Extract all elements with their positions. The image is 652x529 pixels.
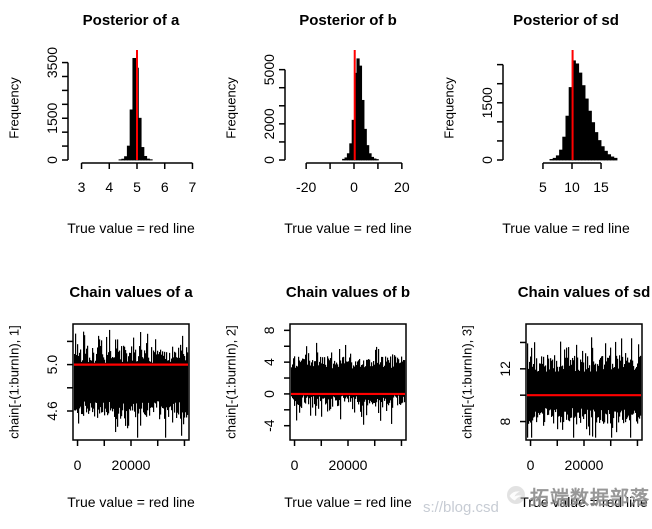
true-value-caption: True value = red line (284, 494, 412, 510)
svg-text:5000: 5000 (261, 54, 277, 85)
panel-title: Chain values of a (69, 284, 193, 301)
true-value-caption: True value = red line (502, 220, 630, 236)
svg-text:4: 4 (105, 179, 113, 195)
svg-text:-4: -4 (261, 419, 277, 432)
svg-text:4: 4 (261, 358, 277, 366)
svg-text:0: 0 (261, 156, 277, 164)
svg-text:-20: -20 (296, 179, 316, 195)
panel-chain-b: Chain values of b chain[-(1:burnIn), 2] … (217, 264, 435, 529)
svg-text:0: 0 (44, 156, 60, 164)
true-value-caption: True value = red line (520, 494, 648, 510)
svg-text:5: 5 (539, 179, 547, 195)
panel-title: Posterior of a (82, 12, 180, 29)
watermark-url-text: s://blog.csd (423, 499, 499, 516)
trace-plot-chain-b: -4 0 4 8 0 20000 (261, 323, 407, 473)
svg-text:1500: 1500 (479, 87, 495, 118)
svg-text:20000: 20000 (565, 457, 604, 473)
svg-text:15: 15 (593, 179, 609, 195)
svg-text:0: 0 (74, 457, 82, 473)
true-value-caption: True value = red line (67, 494, 195, 510)
svg-text:3: 3 (78, 179, 86, 195)
histogram-posterior-sd: 0 1500 5 10 15 (479, 50, 618, 195)
panel-chain-a: Chain values of a chain[-(1:burnIn), 1] … (0, 264, 217, 529)
panel-chain-sd: Chain values of sd chain[-(1:burnIn), 3]… (435, 264, 652, 529)
svg-text:3500: 3500 (44, 47, 60, 78)
svg-text:0: 0 (291, 457, 299, 473)
watermark-logo-icon (505, 484, 527, 511)
watermark-brand-text: 拓端数据部落 (530, 488, 651, 509)
svg-text:1500: 1500 (44, 102, 60, 133)
trace-plot-chain-sd: 8 12 0 20000 (497, 323, 643, 473)
panel-posterior-b: Posterior of b Frequency 0 2000 5000 -20 0 20… (217, 0, 435, 264)
svg-text:0: 0 (527, 457, 535, 473)
true-value-caption: True value = red line (284, 220, 412, 236)
svg-text:0: 0 (350, 179, 358, 195)
svg-text:12: 12 (497, 361, 513, 377)
svg-text:20: 20 (394, 179, 410, 195)
svg-text:0: 0 (479, 156, 495, 164)
svg-text:0: 0 (261, 390, 277, 398)
histogram-posterior-b: 0 2000 5000 -20 0 20 (261, 50, 410, 195)
svg-text:10: 10 (564, 179, 580, 195)
svg-text:4.6: 4.6 (44, 401, 60, 421)
svg-text:2000: 2000 (261, 108, 277, 139)
svg-text:8: 8 (261, 326, 277, 334)
panel-posterior-sd: Posterior of sd Frequency 0 1500 5 10 15 Tru… (435, 0, 652, 264)
svg-text:8: 8 (497, 417, 513, 425)
svg-text:5: 5 (133, 179, 141, 195)
svg-text:5.0: 5.0 (44, 355, 60, 375)
panel-title: Chain values of sd (517, 284, 651, 301)
trace-plot-chain-a: 4.6 5.0 0 20000 (44, 323, 190, 473)
histogram-posterior-a: 0 1500 3500 3 4 5 6 7 (44, 47, 197, 195)
svg-text:20000: 20000 (112, 457, 151, 473)
svg-text:6: 6 (161, 179, 169, 195)
panel-posterior-a: Posterior of a Frequency 0 1500 3500 3 4 5 6 7 … (0, 0, 217, 264)
true-value-caption: True value = red line (67, 220, 195, 236)
svg-text:7: 7 (189, 179, 197, 195)
panel-title: Posterior of sd (513, 12, 619, 29)
panel-title: Posterior of b (299, 12, 397, 29)
panel-title: Chain values of b (285, 284, 411, 301)
svg-text:20000: 20000 (329, 457, 368, 473)
